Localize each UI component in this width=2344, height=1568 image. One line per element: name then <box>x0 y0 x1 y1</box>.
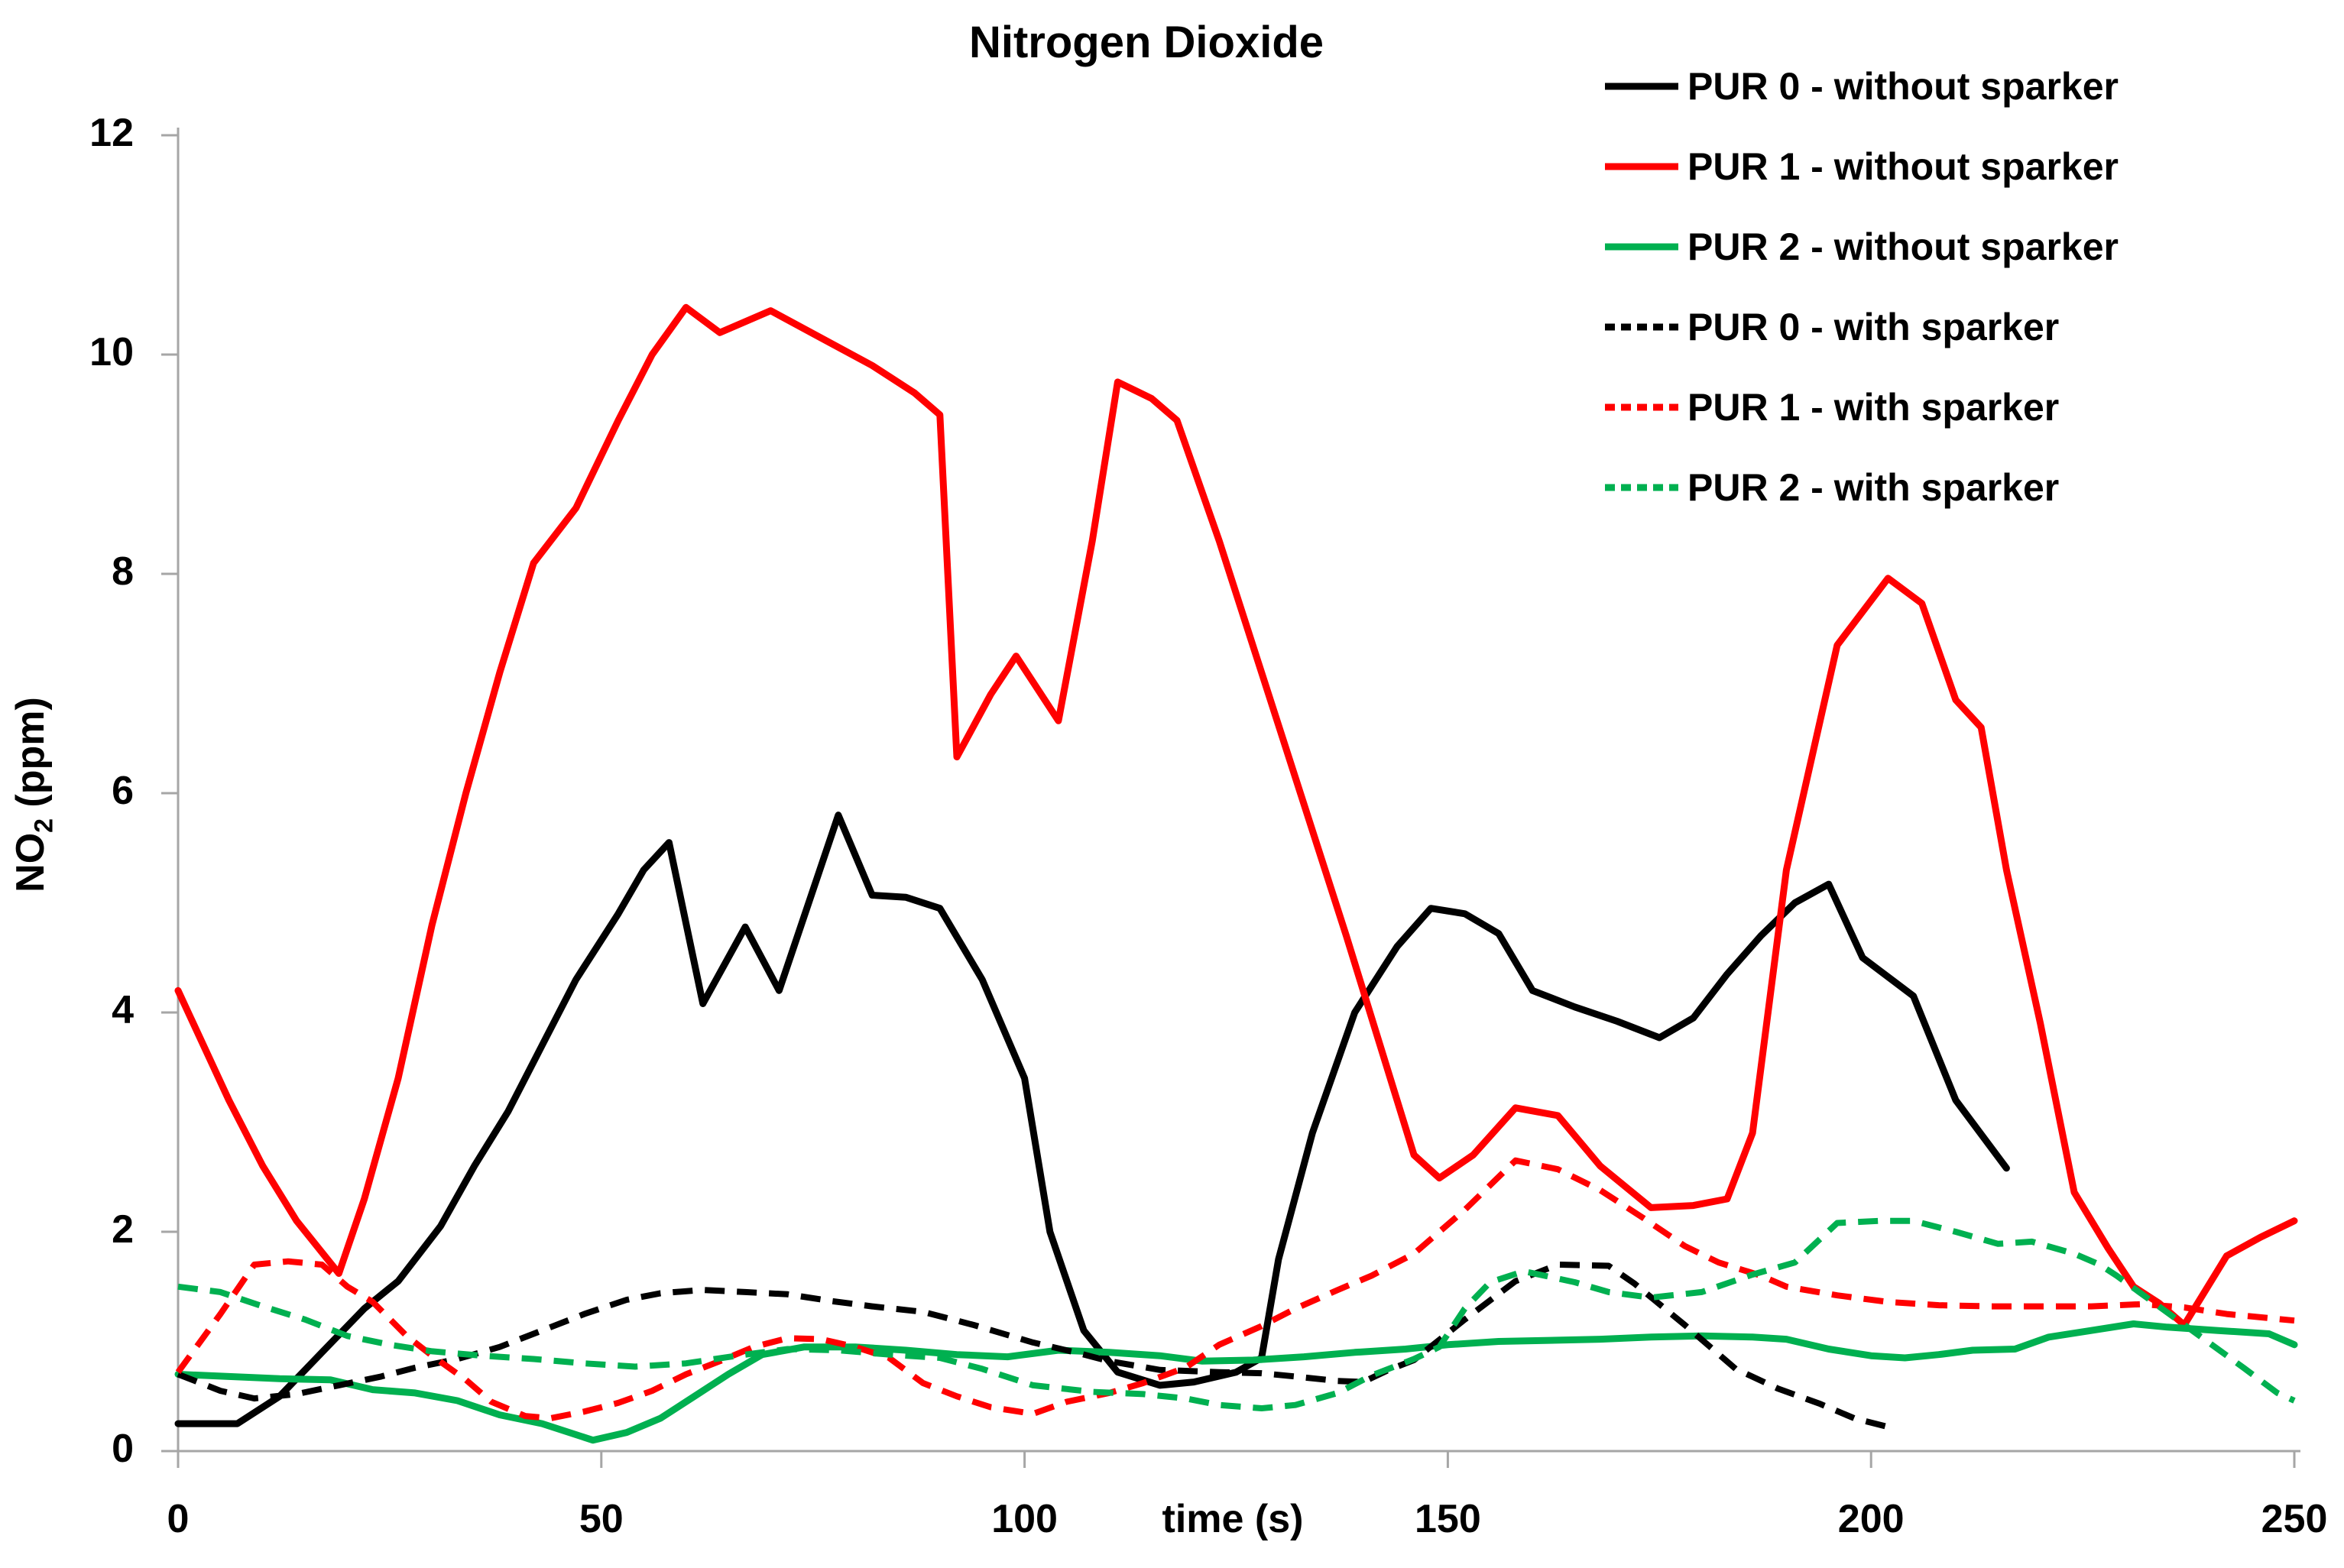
legend-label: PUR 2 - without sparker <box>1687 225 2119 268</box>
series-line-pur-0-with-sparker <box>177 1262 1889 1430</box>
y-tick-label: 10 <box>89 330 134 374</box>
legend-label: PUR 0 - with sparker <box>1687 306 2060 348</box>
legend-item-pur1-with-sparker: PUR 1 - with sparker <box>1603 381 2119 434</box>
legend-line-swatch-icon <box>1605 163 1678 170</box>
legend-label: PUR 1 - with sparker <box>1687 386 2060 429</box>
legend-item-pur0-without-sparker: PUR 0 - without sparker <box>1603 60 2119 113</box>
legend-line-swatch-icon <box>1605 484 1678 491</box>
legend-label: PUR 2 - with sparker <box>1687 466 2060 509</box>
legend-item-pur0-with-sparker: PUR 0 - with sparker <box>1603 300 2119 354</box>
legend-label: PUR 1 - without sparker <box>1687 145 2119 188</box>
legend: PUR 0 - without sparker PUR 1 - without … <box>1603 60 2119 541</box>
series-line-pur-1-without-sparker <box>174 303 2298 1329</box>
y-tick-label: 2 <box>112 1207 134 1252</box>
legend-line-swatch-icon <box>1605 243 1678 251</box>
series-line-pur-1-with-sparker <box>175 1157 2295 1421</box>
y-tick-label: 0 <box>112 1427 134 1471</box>
y-tick-label: 4 <box>112 988 134 1032</box>
legend-item-pur2-without-sparker: PUR 2 - without sparker <box>1603 220 2119 274</box>
y-axis-label-subscript: 2 <box>29 818 59 833</box>
series-line-pur-2-with-sparker <box>177 1217 2296 1411</box>
y-tick-label: 8 <box>112 549 134 594</box>
legend-item-pur1-without-sparker: PUR 1 - without sparker <box>1603 140 2119 193</box>
x-axis-label: time (s) <box>1162 1497 1304 1541</box>
chart-title: Nitrogen Dioxide <box>968 18 1324 67</box>
legend-line-swatch-icon <box>1605 403 1678 411</box>
legend-label: PUR 0 - without sparker <box>1687 65 2119 108</box>
series-line-pur-2-without-sparker <box>174 1320 2298 1444</box>
series-line-pur-0-without-sparker <box>174 812 2010 1427</box>
legend-line-swatch-icon <box>1605 83 1678 90</box>
y-axis-label-prefix: NO <box>8 832 53 893</box>
y-tick-label: 12 <box>89 111 134 155</box>
legend-item-pur2-with-sparker: PUR 2 - with sparker <box>1603 461 2119 514</box>
x-tick-label: 150 <box>1415 1497 1481 1541</box>
legend-line-swatch-icon <box>1605 323 1678 331</box>
x-tick-label: 200 <box>1837 1497 1905 1541</box>
x-tick-label: 0 <box>167 1497 190 1541</box>
x-tick-label: 250 <box>2261 1497 2328 1541</box>
x-tick-label: 100 <box>991 1497 1058 1541</box>
x-tick-label: 50 <box>579 1497 624 1541</box>
y-tick-label: 6 <box>112 769 134 813</box>
